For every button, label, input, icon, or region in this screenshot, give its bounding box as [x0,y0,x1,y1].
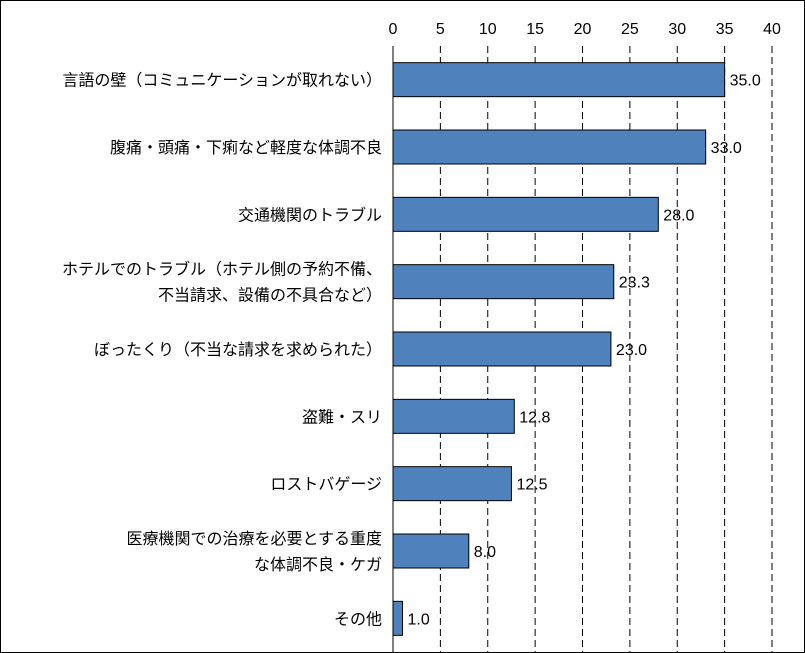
x-tick-label: 0 [389,21,398,38]
value-label: 23.3 [619,275,650,292]
category-label: な体調不良・ケガ [254,555,382,574]
value-label: 8.0 [474,544,496,561]
bar [392,264,615,300]
x-tick-label: 35 [716,21,734,38]
category-label: 不当請求、設備の不具合など） [158,286,382,305]
bars [392,62,726,636]
x-tick-label: 20 [574,21,592,38]
value-labels: 35.0 33.0 28.0 23.3 23.0 12.8 12.5 8.0 1.0 [407,73,760,629]
bar [392,533,470,569]
value-label: 33.0 [711,140,742,157]
bar [392,331,612,367]
bar [392,398,515,434]
category-label: 盗難・スリ [302,407,382,426]
category-label: その他 [334,609,382,628]
category-label: 腹痛・頭痛・下痢など軽度な体調不良 [110,138,382,157]
value-label: 28.0 [663,207,694,224]
x-tick-label: 30 [668,21,686,38]
x-tick-label: 15 [526,21,544,38]
bar [392,600,403,636]
category-label: ぼったくり（不当な請求を求められた） [94,340,382,359]
x-tick-label: 25 [621,21,639,38]
category-label: ホテルでのトラブル（ホテル側の予約不備、 [62,260,382,279]
value-label: 23.0 [616,342,647,359]
value-label: 1.0 [407,611,429,628]
bar [392,466,512,502]
bar [392,62,726,98]
category-label: 交通機関のトラブル [238,205,382,224]
category-label: ロストバゲージ [270,475,382,494]
category-label: 言語の壁（コミュニケーションが取れない） [62,71,382,90]
x-tick-label: 10 [479,21,497,38]
category-labels: 言語の壁（コミュニケーションが取れない） 腹痛・頭痛・下痢など軽度な体調不良交通機… [62,71,382,629]
value-label: 12.5 [516,477,547,494]
value-label: 35.0 [730,73,761,90]
bar [392,129,707,165]
category-label: 医療機関での治療を必要とする重度 [126,529,382,548]
x-axis-ticks: 0 5 10 15 20 25 30 35 40 [389,21,781,38]
x-tick-label: 40 [763,21,781,38]
value-label: 12.8 [519,409,550,426]
bar [392,196,659,232]
x-tick-label: 5 [436,21,445,38]
